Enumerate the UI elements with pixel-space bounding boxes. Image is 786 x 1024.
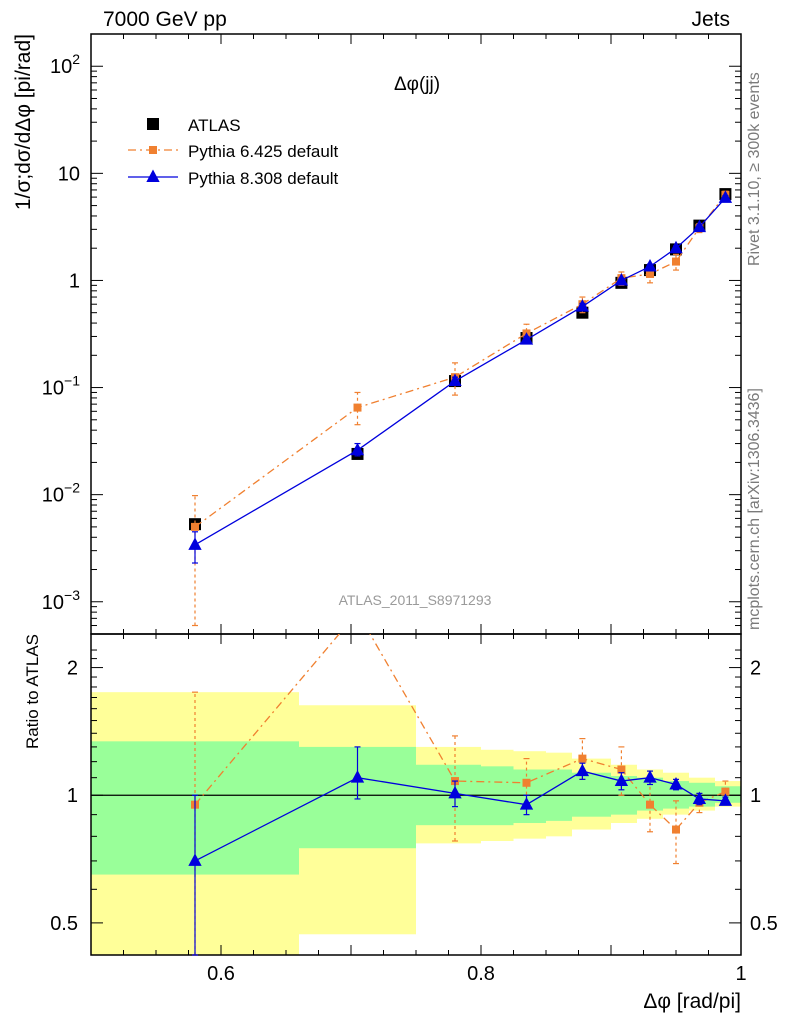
ratio-pythia8-data-point: [188, 853, 202, 866]
x-tick-label: 1: [735, 963, 746, 985]
ratio-pythia8-data-point: [643, 770, 657, 783]
ratio-y-tick-label-right: 0.5: [750, 913, 778, 935]
x-tick-label: 0.8: [467, 963, 495, 985]
ratio-y-tick-label-right: 1: [750, 785, 761, 807]
pythia8-data-point: [718, 190, 733, 203]
legend-pythia8-marker: [146, 169, 160, 182]
ratio-y-tick-label-right: 2: [750, 658, 761, 680]
ratio-pythia6-data-point: [672, 825, 680, 834]
ratio-pythia8-line: [194, 770, 726, 862]
ratio-pythia6-line: [194, 634, 726, 831]
ratio-pythia6-data-point: [522, 778, 531, 787]
ratio-pythia6-data-point: [578, 754, 587, 763]
ratio-pythia8-data-point: [614, 773, 629, 787]
y-tick-label: 10−1: [42, 373, 80, 400]
legend-pythia6-marker: [149, 146, 157, 154]
ratio-y-tick-label: 0.5: [50, 913, 78, 935]
header-process: Jets: [691, 8, 730, 31]
ratio-pythia6-data-point: [646, 800, 654, 809]
ratio-pythia8-data-point: [575, 763, 590, 777]
y-tick-label: 10: [58, 163, 80, 185]
pythia6-data-point: [191, 522, 199, 531]
ratio-pythia8-data-point: [669, 777, 683, 790]
ratio-pythia8-data-point: [519, 797, 534, 810]
pythia8-data-point: [350, 442, 365, 456]
ratio-y-axis-label: Ratio to ATLAS: [23, 634, 42, 749]
y-tick-label: 10−3: [42, 587, 80, 614]
legend-atlas-marker: [147, 118, 159, 130]
pythia6-data-point: [646, 269, 654, 278]
x-tick-label: 0.6: [207, 963, 235, 985]
ratio-pythia8-data-point: [448, 785, 462, 799]
pythia8-data-point: [643, 258, 657, 272]
y-tick-label: 102: [50, 51, 80, 78]
ratio-pythia8-data-point: [692, 791, 707, 804]
pythia8-data-point: [575, 299, 590, 312]
pythia8-line: [194, 197, 726, 546]
y-axis-label: 1/σ;dσ/dΔφ [pi/rad]: [12, 34, 35, 210]
pythia8-data-point: [188, 537, 202, 550]
pythia6-data-point: [672, 257, 680, 266]
x-axis-label: Δφ [rad/pi]: [643, 990, 741, 1013]
pythia6-line: [194, 194, 726, 528]
y-tick-label: 1: [69, 270, 80, 292]
y-tick-label: 10−2: [42, 480, 80, 507]
analysis-watermark: ATLAS_2011_S8971293: [339, 592, 492, 608]
pythia8-data-point: [614, 272, 629, 286]
ratio-pythia6-data-point: [721, 787, 730, 796]
legend-pythia6-label: Pythia 6.425 default: [188, 142, 339, 161]
ratio-y-tick-label: 1: [67, 785, 78, 807]
legend-atlas-label: ATLAS: [188, 116, 241, 135]
legend-pythia8-label: Pythia 8.308 default: [188, 169, 339, 188]
ratio-pythia8-data-point: [718, 793, 733, 806]
ratio-y-tick-label: 2: [67, 658, 78, 680]
ratio-pythia6-data-point: [617, 765, 626, 774]
plot-title: Δφ(jj): [394, 74, 440, 95]
ratio-pythia8-data-point: [350, 770, 365, 783]
pythia8-data-point: [519, 332, 534, 345]
pythia6-data-point: [353, 403, 362, 412]
pythia8-data-point: [448, 373, 462, 387]
pythia8-data-point: [692, 219, 707, 233]
pythia8-data-point: [669, 240, 683, 254]
header-energy: 7000 GeV pp: [103, 8, 227, 31]
